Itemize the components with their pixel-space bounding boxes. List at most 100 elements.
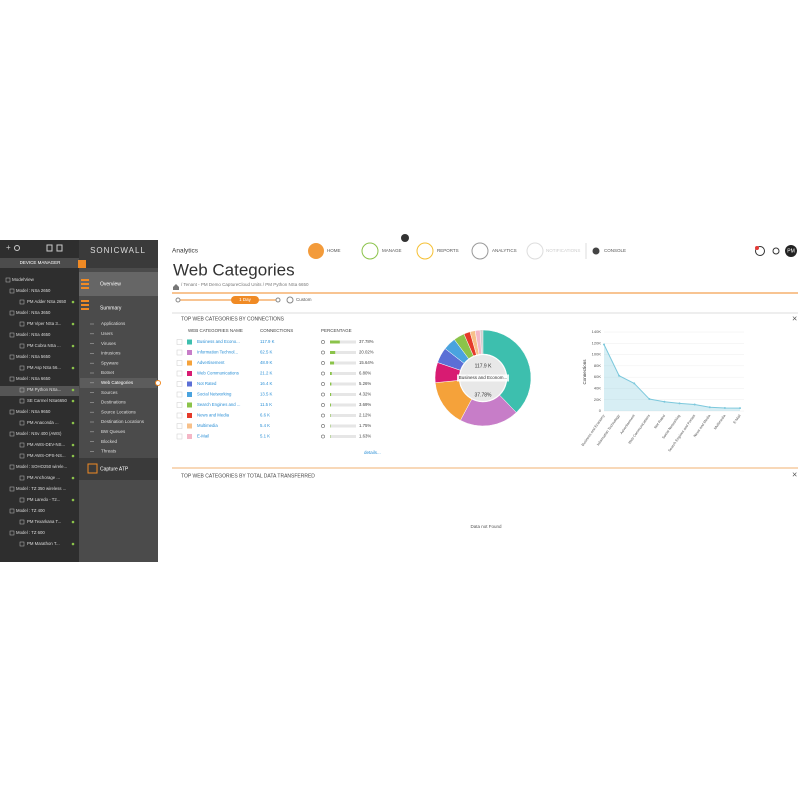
- tree-root[interactable]: ModelView: [12, 277, 35, 282]
- checkbox[interactable]: [176, 433, 183, 440]
- analytics-icon[interactable]: [471, 242, 489, 260]
- help-icon[interactable]: [772, 247, 780, 255]
- add-icon[interactable]: +: [6, 243, 11, 252]
- checkbox[interactable]: [176, 412, 183, 419]
- connections[interactable]: 62.5 K: [260, 350, 273, 355]
- details-link[interactable]: details...: [364, 450, 381, 455]
- manage-icon[interactable]: [361, 242, 379, 260]
- area-point[interactable]: [723, 406, 726, 409]
- connections[interactable]: 11.5 K: [260, 402, 272, 407]
- connections[interactable]: 16.4 K: [260, 381, 273, 386]
- reports-icon[interactable]: [416, 242, 434, 260]
- checkbox[interactable]: [176, 339, 183, 345]
- connections[interactable]: 5.4 K: [260, 423, 270, 428]
- tool-icon[interactable]: [46, 244, 53, 252]
- zoom-icon[interactable]: [321, 382, 325, 386]
- zoom-icon[interactable]: [321, 392, 325, 397]
- nav-tab[interactable]: HOME: [327, 248, 341, 253]
- area-point[interactable]: [618, 374, 621, 377]
- connections[interactable]: 21.2 K: [260, 371, 273, 376]
- custom-radio[interactable]: [286, 296, 294, 304]
- tree-model[interactable]: Model : NSa 2650: [16, 288, 51, 293]
- zoom-icon[interactable]: [321, 350, 325, 355]
- custom-label[interactable]: Custom: [296, 297, 312, 302]
- connections[interactable]: 6.6 K: [260, 413, 270, 418]
- zoom-icon[interactable]: [321, 371, 325, 376]
- range-pill[interactable]: [231, 296, 259, 304]
- range-handle[interactable]: [275, 297, 281, 303]
- nav-item[interactable]: Source Locations: [101, 409, 137, 414]
- connections[interactable]: 117.9 K: [260, 339, 275, 344]
- nav-item[interactable]: Blocked: [101, 439, 118, 444]
- category-name[interactable]: Advertisement: [197, 360, 225, 365]
- checkbox[interactable]: [176, 423, 183, 429]
- tree-unit[interactable]: PM Asp NSa 56...: [27, 365, 61, 370]
- nav-tab[interactable]: CONSOLE: [604, 248, 626, 253]
- nav-item[interactable]: Botnet: [101, 370, 115, 375]
- area-point[interactable]: [678, 402, 681, 405]
- zoom-icon[interactable]: [321, 403, 325, 407]
- close-button[interactable]: ×: [792, 313, 797, 323]
- tool-icon[interactable]: [56, 244, 63, 252]
- nav-item[interactable]: Spyware: [101, 360, 119, 365]
- tree-unit[interactable]: PM Anaconda ...: [27, 420, 59, 425]
- category-name[interactable]: Web Communications: [197, 371, 239, 376]
- zoom-icon[interactable]: [321, 424, 325, 428]
- nav-item[interactable]: Sources: [101, 390, 118, 395]
- range-handle[interactable]: [175, 297, 181, 303]
- area-point[interactable]: [648, 398, 651, 401]
- collapse-button[interactable]: [78, 260, 86, 268]
- tree-model[interactable]: Model : NSa 9650: [16, 409, 51, 414]
- breadcrumb[interactable]: / Tenant - PM Demo CaptureCloud Units / …: [181, 282, 309, 287]
- tree-unit[interactable]: PM Cobra NSa ...: [27, 343, 61, 348]
- nav-item[interactable]: Intrusions: [101, 351, 121, 356]
- category-name[interactable]: Multimedia: [197, 423, 218, 428]
- tree-model[interactable]: Model : NSa 5650: [16, 354, 51, 359]
- checkbox[interactable]: [176, 360, 183, 366]
- category-name[interactable]: Information Technol...: [197, 350, 238, 355]
- nav-item[interactable]: Destination Locations: [101, 419, 145, 424]
- area-point[interactable]: [633, 382, 636, 385]
- tree-unit[interactable]: PM AWS-OPS-NS...: [27, 453, 66, 458]
- nav-item[interactable]: Web Categories: [101, 380, 134, 385]
- pie-slice[interactable]: [474, 329, 482, 355]
- nav-capture[interactable]: Capture ATP: [100, 466, 129, 472]
- nav-item[interactable]: BW Queues: [101, 429, 126, 434]
- category-name[interactable]: Social Networking: [197, 392, 232, 397]
- zoom-icon[interactable]: [321, 340, 325, 344]
- tree-unit[interactable]: SE Carmel NSa6650: [27, 398, 67, 403]
- pie-slice[interactable]: [482, 329, 532, 413]
- nav-overview[interactable]: Overview: [100, 281, 121, 287]
- zoom-icon[interactable]: [321, 361, 325, 365]
- nav-summary[interactable]: Summary: [100, 305, 122, 311]
- tree-model[interactable]: Model : SOHO250 wirele...: [16, 464, 67, 469]
- notifications-icon[interactable]: [526, 242, 544, 260]
- nav-item[interactable]: Applications: [101, 321, 126, 326]
- connections[interactable]: 5.1 K: [260, 434, 270, 439]
- tree-unit[interactable]: PM Viper NSa 3...: [27, 321, 61, 326]
- category-name[interactable]: E-Mail: [197, 434, 209, 439]
- area-point[interactable]: [663, 400, 666, 403]
- nav-item[interactable]: Viruses: [101, 341, 117, 346]
- home-crumb[interactable]: [173, 284, 179, 290]
- home-icon[interactable]: [308, 243, 324, 259]
- checkbox[interactable]: [176, 402, 183, 408]
- category-name[interactable]: News and Media: [197, 413, 230, 418]
- console-icon[interactable]: [592, 247, 600, 255]
- nav-item[interactable]: Users: [101, 331, 114, 336]
- tree-model[interactable]: Model : NSa 4650: [16, 332, 51, 337]
- category-name[interactable]: Business and Econo...: [197, 339, 240, 344]
- zoom-icon[interactable]: [321, 413, 325, 418]
- tree-model[interactable]: Model : NSa 6650: [16, 376, 51, 381]
- checkbox[interactable]: [176, 370, 183, 377]
- area-point[interactable]: [693, 403, 696, 406]
- nav-tab[interactable]: REPORTS: [437, 248, 459, 253]
- tree-model[interactable]: Model : TZ 350 wireless ...: [16, 486, 66, 491]
- tree-model[interactable]: Model : TZ 600: [16, 530, 45, 535]
- avatar[interactable]: [785, 245, 797, 257]
- nav-tab[interactable]: MANAGE: [382, 248, 402, 253]
- connections[interactable]: 13.5 K: [260, 392, 273, 397]
- area-point[interactable]: [708, 406, 711, 409]
- tree-model[interactable]: Model : TZ 400: [16, 508, 45, 513]
- tree-model[interactable]: Model : NSa 3650: [16, 310, 51, 315]
